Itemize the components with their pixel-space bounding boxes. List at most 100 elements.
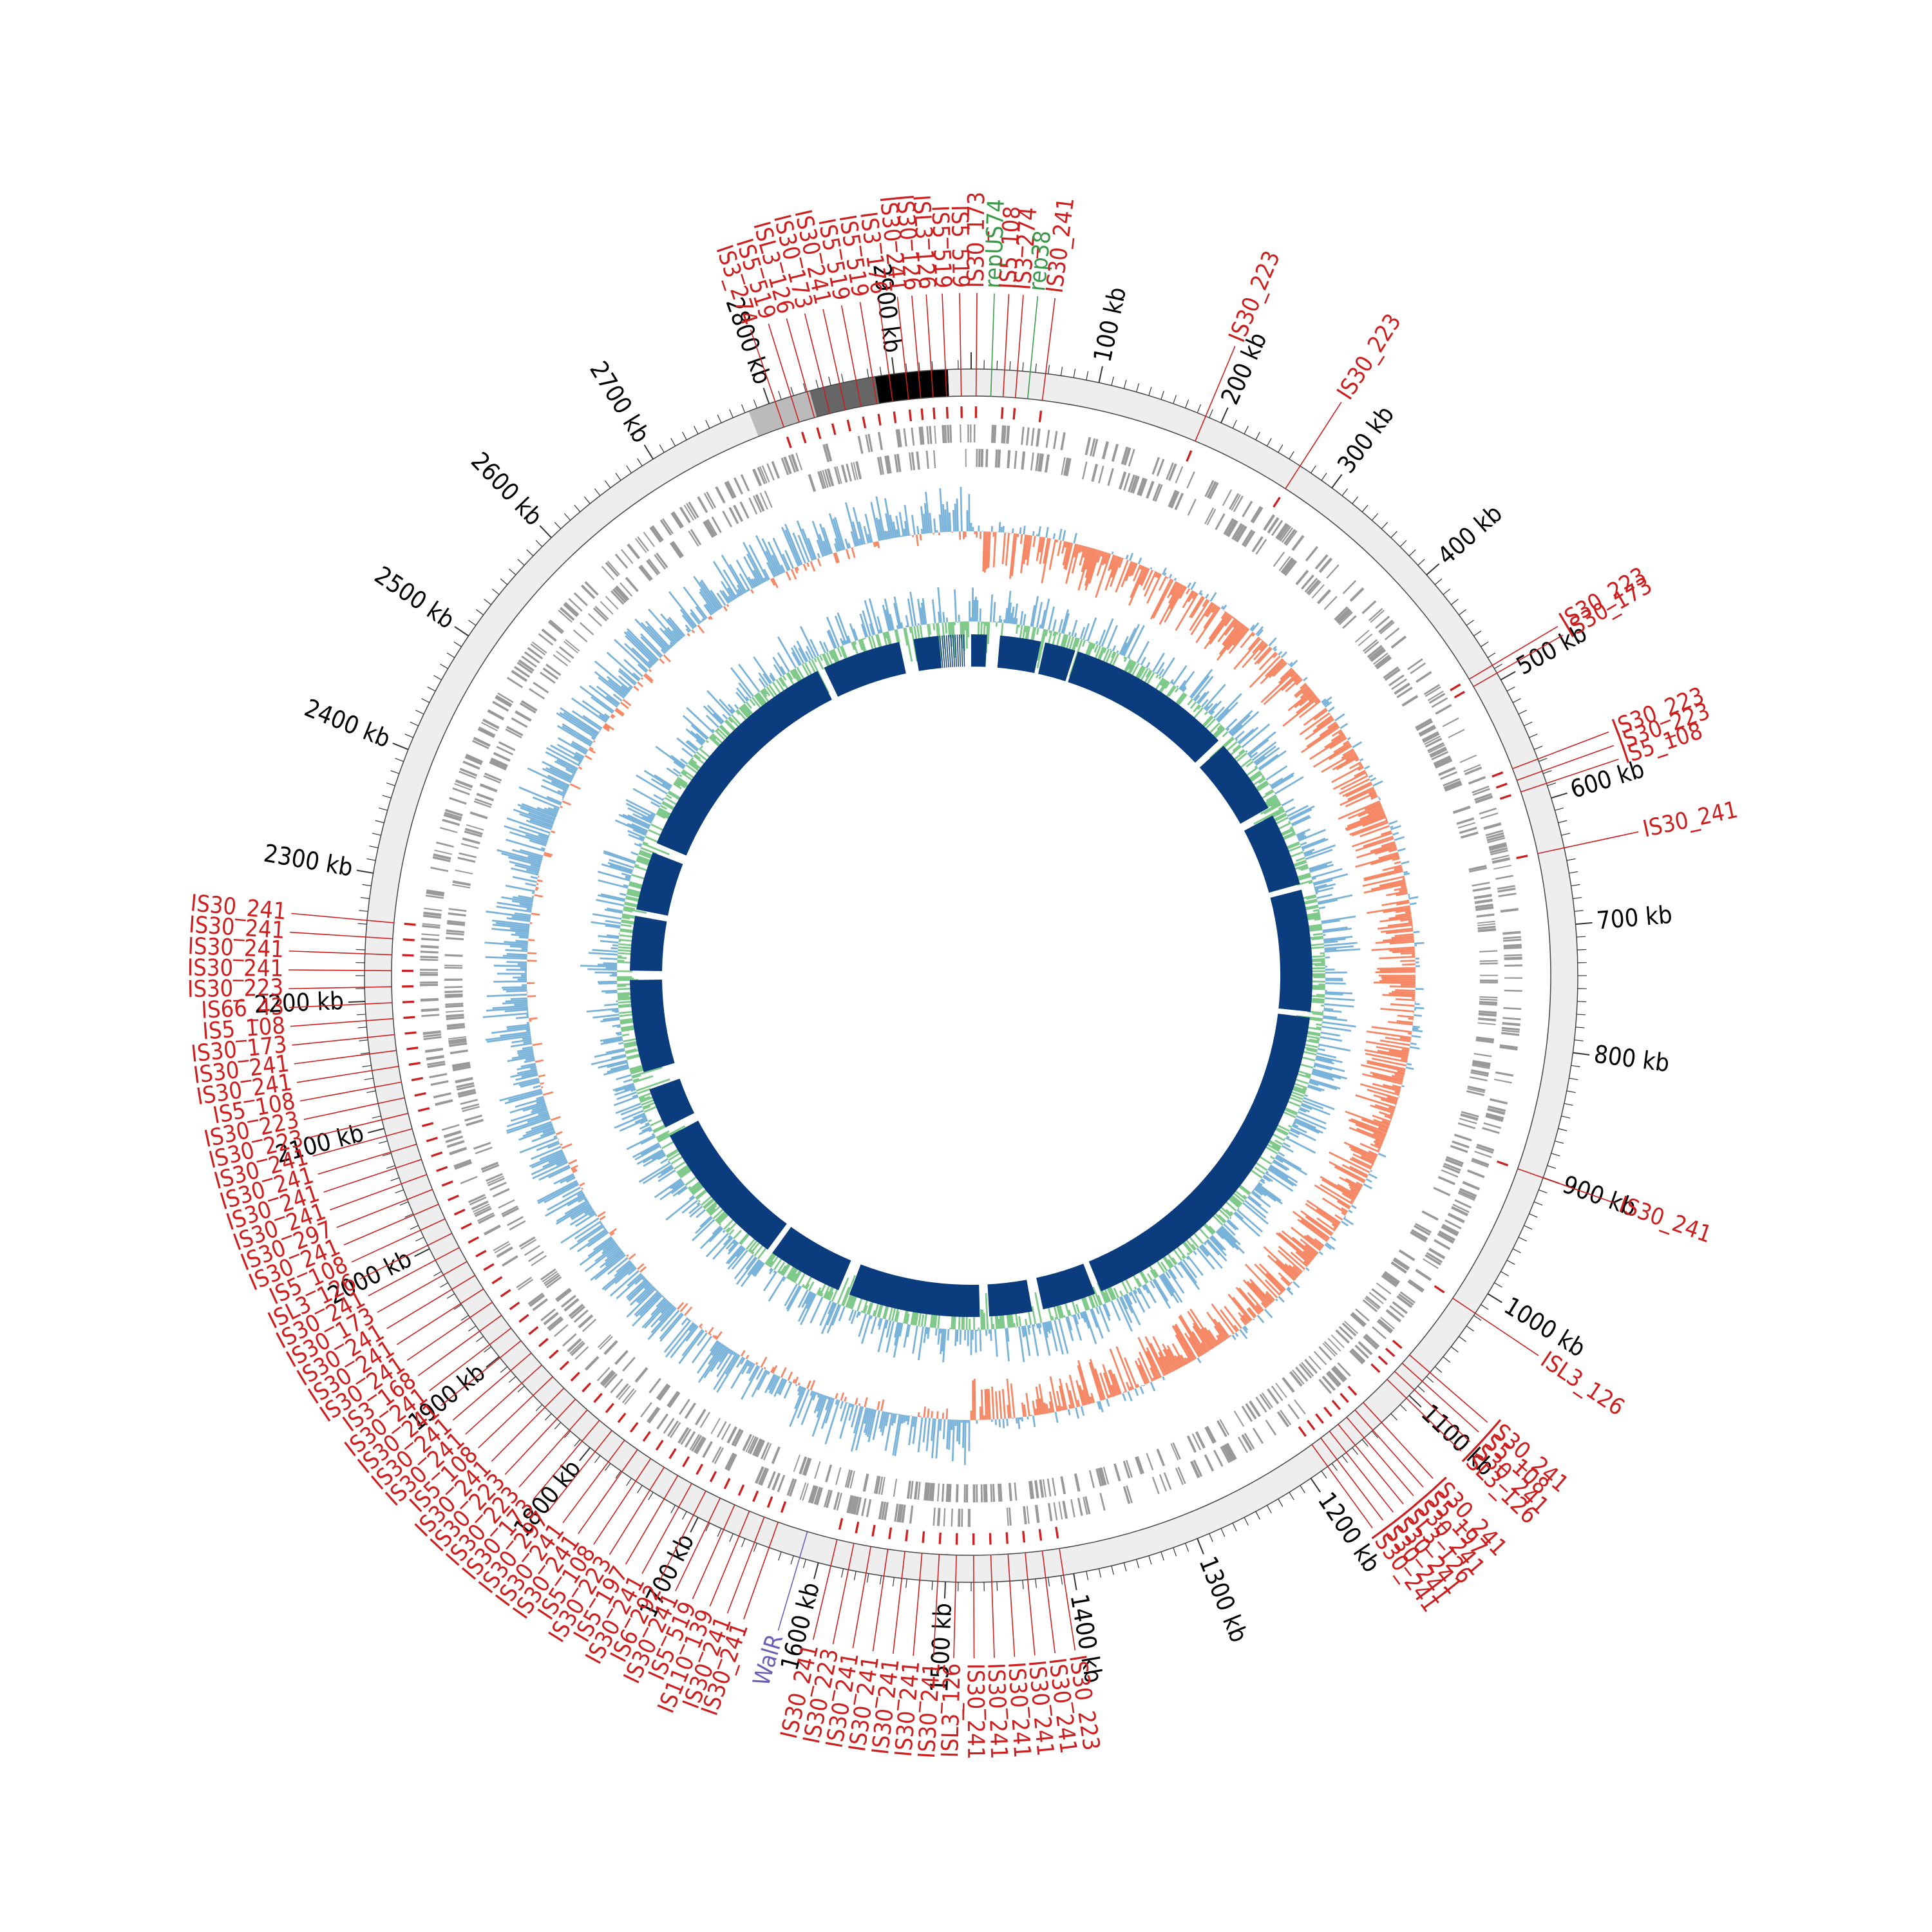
- is-element-mark: [426, 1137, 438, 1142]
- feature-connector: [990, 293, 995, 397]
- cds-mark: [424, 907, 442, 912]
- track-negative: [527, 531, 1416, 1421]
- cds-mark: [1318, 1379, 1332, 1394]
- cds-mark: [478, 1214, 495, 1224]
- minor-tick: [1399, 1404, 1407, 1412]
- is-element-mark: [1323, 1406, 1333, 1417]
- blast-hit-block: [952, 634, 955, 667]
- cds-mark: [1206, 508, 1217, 526]
- minor-tick: [1518, 710, 1527, 715]
- minor-tick: [1048, 1577, 1050, 1587]
- cds-mark: [446, 922, 466, 926]
- cds-mark: [429, 1073, 448, 1079]
- cds-mark: [1379, 621, 1395, 634]
- is-element-mark: [1186, 450, 1193, 462]
- cds-mark: [1123, 447, 1132, 466]
- cds-mark: [445, 809, 463, 817]
- is-element-mark: [1315, 1413, 1324, 1424]
- minor-tick: [500, 1366, 508, 1373]
- minor-tick: [729, 409, 734, 418]
- is-element-mark: [893, 411, 897, 424]
- feature-connector: [292, 1034, 395, 1046]
- cds-mark: [757, 467, 766, 485]
- cds-mark: [1358, 1341, 1373, 1356]
- minor-tick: [1244, 426, 1249, 435]
- cds-mark: [455, 779, 473, 788]
- cds-mark: [1224, 1444, 1235, 1461]
- feature-connector: [1512, 731, 1609, 770]
- cds-mark: [1233, 1410, 1245, 1427]
- blast-hit-block: [630, 916, 667, 971]
- cds-mark: [970, 424, 972, 443]
- cds-mark: [1156, 459, 1165, 477]
- minor-tick: [468, 620, 477, 626]
- cds-mark: [446, 1016, 464, 1021]
- minor-tick: [1331, 1463, 1338, 1471]
- minor-tick: [1569, 1077, 1578, 1081]
- cds-mark: [1204, 507, 1215, 524]
- cds-mark: [527, 1293, 544, 1305]
- cds-mark: [980, 449, 984, 468]
- cds-mark: [958, 1508, 961, 1527]
- cds-mark: [1159, 1474, 1167, 1492]
- minor-tick: [905, 1578, 907, 1588]
- feature-connector: [1338, 1424, 1404, 1504]
- cds-mark: [1485, 1115, 1504, 1122]
- cds-mark: [444, 994, 463, 998]
- is-element-label: IS30_241: [1616, 1191, 1715, 1248]
- minor-tick: [574, 504, 581, 513]
- cds-mark: [1468, 775, 1486, 785]
- minor-tick: [1232, 1522, 1237, 1531]
- cds-mark: [752, 468, 762, 487]
- cds-mark: [442, 819, 460, 826]
- cds-mark: [1444, 782, 1463, 792]
- cds-mark: [781, 457, 790, 475]
- cds-mark: [1479, 981, 1498, 984]
- cds-mark: [1349, 587, 1365, 602]
- cds-mark: [963, 1484, 966, 1502]
- cds-mark: [1441, 1169, 1459, 1178]
- cds-mark: [1435, 704, 1452, 715]
- cds-mark: [1479, 998, 1498, 1001]
- feature-connector: [692, 1504, 735, 1600]
- cds-mark: [965, 1484, 969, 1502]
- cds-mark: [1241, 1405, 1253, 1423]
- is-element-mark: [682, 1456, 690, 1468]
- is-element-mark: [605, 1403, 614, 1414]
- cds-mark: [1433, 755, 1451, 766]
- cds-mark: [1483, 822, 1502, 830]
- cds-mark: [1308, 581, 1321, 596]
- minor-tick: [395, 757, 404, 762]
- minor-tick: [615, 473, 621, 481]
- cds-mark: [1399, 1291, 1416, 1303]
- cds-mark: [1384, 627, 1400, 641]
- cds-mark: [444, 964, 463, 967]
- cds-mark: [918, 426, 923, 445]
- cds-mark: [853, 462, 858, 480]
- cds-mark: [1083, 1497, 1088, 1515]
- cds-mark: [1284, 560, 1298, 576]
- cds-mark: [1495, 875, 1514, 880]
- cds-mark: [423, 1034, 442, 1038]
- cds-mark: [1479, 950, 1498, 952]
- cds-mark: [524, 651, 540, 664]
- cds-mark: [1204, 480, 1215, 497]
- cds-mark: [553, 654, 569, 667]
- cds-mark: [1452, 1140, 1470, 1149]
- cds-mark: [1425, 686, 1441, 697]
- minor-tick: [1547, 782, 1557, 786]
- cds-mark: [1154, 484, 1163, 502]
- is-element-label: IS5_519: [926, 205, 956, 289]
- cds-mark: [1463, 764, 1481, 773]
- is-element-mark: [655, 1439, 664, 1451]
- cds-mark: [446, 1025, 466, 1030]
- is-element-track: [402, 406, 1528, 1545]
- minor-tick: [1361, 1439, 1368, 1447]
- is-element-mark: [483, 1263, 495, 1271]
- cds-mark: [1490, 847, 1508, 854]
- cds-mark: [1461, 1111, 1479, 1118]
- cds-mark: [898, 429, 902, 448]
- cds-mark: [1423, 684, 1440, 696]
- major-tick: [690, 1517, 699, 1533]
